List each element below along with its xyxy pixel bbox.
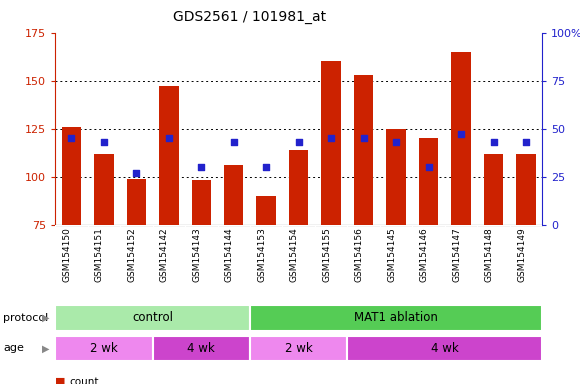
Text: age: age [3, 343, 24, 354]
Point [456, 131, 466, 137]
Point [132, 170, 141, 176]
Point [359, 135, 368, 141]
Text: GSM154152: GSM154152 [127, 227, 136, 281]
Point [229, 139, 238, 145]
Bar [256, 196, 276, 225]
Text: MAT1 ablation: MAT1 ablation [354, 311, 438, 324]
Text: GSM154154: GSM154154 [289, 227, 299, 281]
Text: GSM154151: GSM154151 [95, 227, 104, 282]
Text: protocol: protocol [3, 313, 48, 323]
Bar [94, 154, 114, 225]
Bar [191, 180, 211, 225]
Bar [250, 305, 542, 331]
Bar [321, 61, 341, 225]
Point [262, 164, 271, 170]
Bar [451, 52, 471, 225]
Text: GSM154143: GSM154143 [192, 227, 201, 281]
Bar [61, 127, 81, 225]
Text: GSM154146: GSM154146 [419, 227, 429, 281]
Text: 4 wk: 4 wk [431, 342, 459, 355]
Bar [55, 336, 153, 361]
Text: GSM154142: GSM154142 [160, 227, 169, 281]
Text: count: count [70, 377, 99, 384]
Bar [289, 150, 309, 225]
Bar [516, 154, 536, 225]
Text: GSM154149: GSM154149 [517, 227, 526, 281]
Text: GSM154153: GSM154153 [257, 227, 266, 282]
Point [424, 164, 433, 170]
Text: GSM154150: GSM154150 [62, 227, 71, 282]
Bar [386, 129, 406, 225]
Point [197, 164, 206, 170]
Bar [224, 165, 244, 225]
Point [67, 135, 76, 141]
Point [489, 139, 498, 145]
Bar [250, 336, 347, 361]
Bar [419, 138, 438, 225]
Point [164, 135, 173, 141]
Text: GSM154147: GSM154147 [452, 227, 461, 281]
Point [327, 135, 336, 141]
Bar [159, 86, 179, 225]
Point [294, 139, 303, 145]
Text: GSM154144: GSM154144 [224, 227, 234, 281]
Text: GSM154145: GSM154145 [387, 227, 396, 281]
Text: ▶: ▶ [42, 313, 49, 323]
Text: GDS2561 / 101981_at: GDS2561 / 101981_at [173, 10, 327, 23]
Text: control: control [132, 311, 173, 324]
Bar [153, 336, 250, 361]
Point [392, 139, 401, 145]
Text: 2 wk: 2 wk [90, 342, 118, 355]
Point [521, 139, 531, 145]
Bar [354, 75, 374, 225]
Text: 2 wk: 2 wk [285, 342, 313, 355]
Bar [126, 179, 146, 225]
Text: ■: ■ [55, 377, 66, 384]
Bar [55, 305, 250, 331]
Text: ▶: ▶ [42, 343, 49, 354]
Point [99, 139, 108, 145]
Bar [347, 336, 542, 361]
Text: GSM154148: GSM154148 [484, 227, 494, 281]
Bar [484, 154, 503, 225]
Text: 4 wk: 4 wk [187, 342, 215, 355]
Text: GSM154156: GSM154156 [354, 227, 364, 282]
Text: GSM154155: GSM154155 [322, 227, 331, 282]
